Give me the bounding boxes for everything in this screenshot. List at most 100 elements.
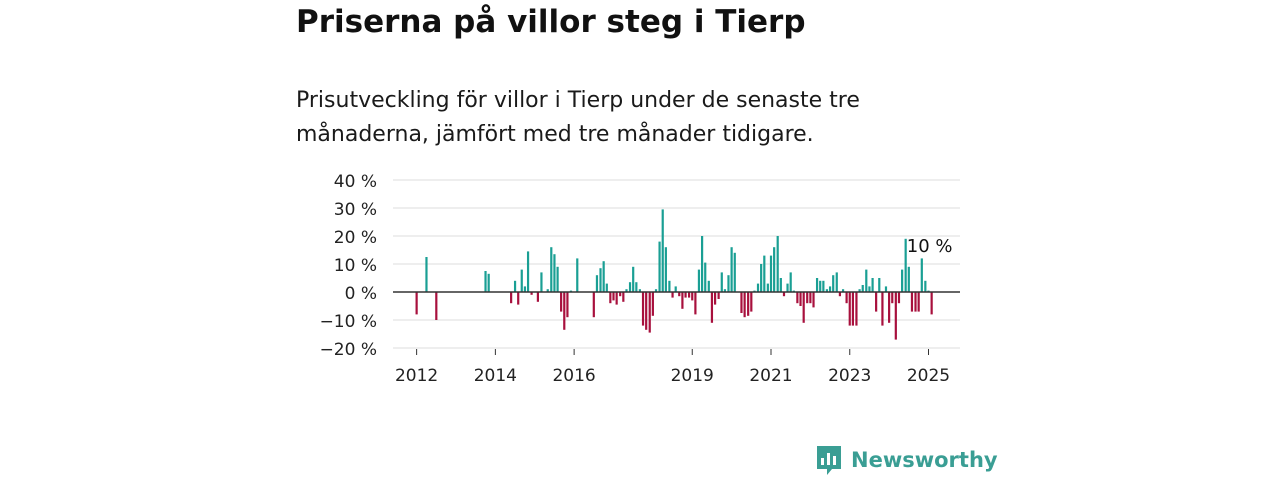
bar [658, 241, 661, 292]
y-tick-label: −20 % [320, 340, 377, 360]
bar [891, 292, 894, 304]
bar [914, 292, 917, 312]
bar [484, 271, 487, 292]
bar [710, 292, 714, 323]
bar [717, 292, 720, 299]
bar [841, 289, 845, 292]
bar [720, 272, 723, 292]
bar [802, 292, 805, 323]
bar [828, 286, 832, 292]
bar [674, 286, 677, 292]
bar [881, 292, 884, 326]
bar [878, 278, 881, 292]
annotations: 10 % [907, 236, 953, 257]
bar [526, 251, 530, 292]
bar [563, 292, 566, 330]
bar [609, 292, 612, 304]
bar [628, 282, 632, 292]
bar [766, 283, 769, 292]
bar [848, 292, 851, 326]
bar [750, 292, 753, 312]
x-tick-label: 2023 [828, 366, 871, 386]
bar [763, 255, 766, 292]
bar [875, 292, 878, 312]
bar [632, 266, 635, 292]
bar [622, 292, 625, 302]
bar [806, 292, 809, 304]
bar [678, 292, 681, 297]
bar [733, 252, 736, 292]
bar [425, 257, 428, 292]
bar [592, 292, 595, 318]
bar [635, 282, 638, 292]
bar [707, 280, 710, 292]
bar [595, 275, 599, 292]
bar [776, 236, 779, 292]
bar [700, 236, 704, 292]
x-tick-label: 2021 [749, 366, 792, 386]
bar [697, 269, 701, 292]
bar [832, 275, 835, 292]
bar [822, 280, 825, 292]
bar [546, 289, 549, 292]
bar [671, 292, 674, 298]
bar [799, 292, 802, 306]
bar [560, 292, 563, 312]
y-axis-labels: 40 % 30 % 20 % 10 % 0 % −10 % −20 % [320, 172, 377, 360]
bar [858, 289, 861, 292]
bar [661, 209, 664, 292]
bar [884, 286, 888, 292]
bar [530, 292, 533, 295]
bar [691, 292, 694, 301]
bar [605, 283, 608, 292]
bar [487, 273, 490, 292]
bar [917, 292, 920, 312]
bar [713, 292, 717, 305]
bar [550, 247, 553, 292]
x-tick-label: 2016 [552, 366, 595, 386]
bar [638, 289, 641, 292]
y-tick-label: 0 % [345, 284, 377, 304]
bar [786, 283, 789, 292]
last-value-label: 10 % [907, 236, 953, 257]
bar [648, 292, 651, 333]
bar [704, 262, 707, 292]
bar [523, 286, 527, 292]
x-axis-labels: 2012 2014 2016 2019 2021 2023 2025 [395, 349, 950, 386]
bar [435, 292, 438, 320]
bar [664, 247, 667, 292]
bar [681, 292, 684, 309]
y-tick-label: −10 % [320, 312, 377, 332]
bar [924, 280, 927, 292]
x-tick-label: 2019 [671, 366, 714, 386]
bar [723, 289, 727, 292]
bar [835, 272, 838, 292]
y-tick-label: 10 % [334, 256, 377, 276]
bar [769, 255, 773, 292]
bar [930, 292, 933, 315]
bar [727, 275, 730, 292]
x-tick-label: 2025 [907, 366, 950, 386]
bar [868, 286, 871, 292]
bar [654, 289, 658, 292]
x-tick-label: 2012 [395, 366, 438, 386]
bar [888, 292, 891, 323]
bar [845, 292, 848, 304]
bar [819, 280, 822, 292]
bar [553, 254, 556, 292]
bar [510, 292, 513, 304]
bar [779, 278, 782, 292]
bar [815, 278, 819, 292]
brand-name: Newsworthy [851, 448, 998, 472]
bar [907, 266, 910, 292]
bar [668, 280, 671, 292]
bar [901, 269, 904, 292]
y-tick-label: 30 % [334, 200, 377, 220]
bar [694, 292, 697, 315]
bar [556, 266, 559, 292]
bar [641, 292, 645, 326]
bar [612, 292, 615, 301]
chart-subtitle: Prisutveckling för villor i Tierp under … [296, 88, 860, 147]
bar [513, 280, 517, 292]
